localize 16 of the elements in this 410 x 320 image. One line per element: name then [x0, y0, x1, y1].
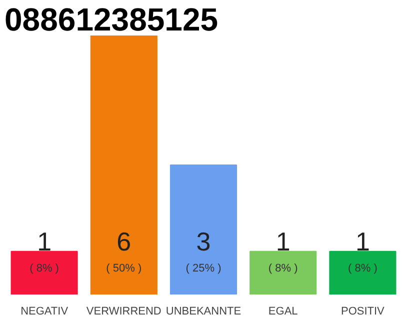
annotation: ( 8% )	[30, 262, 59, 275]
data-label: 1	[276, 226, 290, 256]
data-label: 3	[196, 226, 211, 256]
data-label: 1	[37, 226, 52, 256]
x-tick-label: UNBEKANNTE	[166, 306, 242, 318]
data-label: 1	[355, 226, 370, 256]
x-tick-label: EGAL	[268, 306, 298, 318]
annotation: ( 8% )	[348, 262, 378, 275]
chart-title: 088612385125	[4, 2, 218, 38]
x-tick-label: NEGATIV	[20, 306, 69, 318]
data-label: 6	[116, 226, 132, 256]
annotation: ( 25% )	[186, 262, 222, 275]
annotation: ( 50% )	[106, 262, 142, 275]
x-tick-label: POSITIV	[341, 306, 386, 318]
x-tick-label: VERWIRREND	[86, 306, 162, 318]
annotation: ( 8% )	[268, 262, 298, 275]
